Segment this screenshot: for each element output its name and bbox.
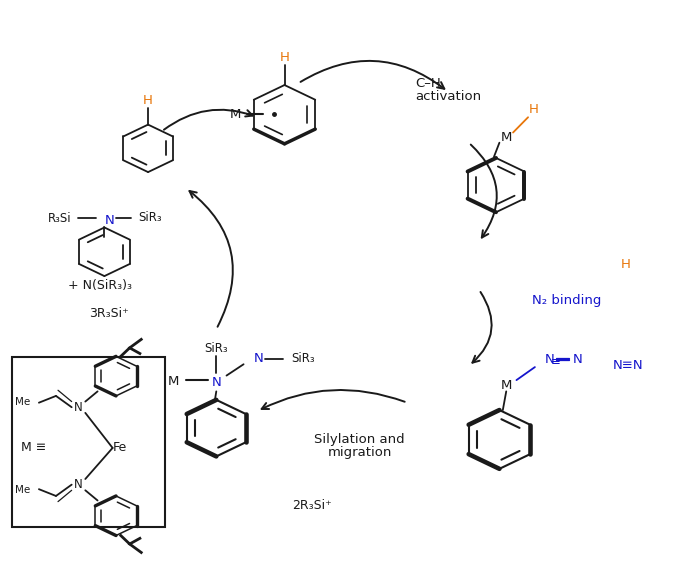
Text: H: H [529,103,538,116]
Text: M: M [501,131,512,144]
Text: H: H [143,94,153,107]
Text: M: M [167,375,179,388]
Text: N: N [74,478,83,491]
Text: Silylation and: Silylation and [314,433,405,446]
Text: N: N [573,353,583,366]
Text: SiR₃: SiR₃ [291,352,315,365]
FancyArrowPatch shape [471,145,497,237]
Text: Me: Me [15,396,30,407]
Text: N: N [212,377,221,390]
Text: H: H [621,258,631,271]
Text: N: N [545,353,555,366]
Text: Me: Me [15,485,30,495]
Text: Fe: Fe [112,441,127,454]
Text: SiR₃: SiR₃ [205,342,228,355]
Bar [12,357,165,527]
Text: ≡: ≡ [551,355,560,368]
FancyArrowPatch shape [473,292,492,363]
Text: R₃Si: R₃Si [48,212,72,225]
Text: 2R₃Si⁺: 2R₃Si⁺ [292,499,332,512]
Text: M ≡: M ≡ [21,441,47,454]
Text: M: M [230,108,241,121]
Text: N₂ binding: N₂ binding [532,294,601,307]
Text: M: M [501,379,512,392]
FancyArrowPatch shape [164,110,253,130]
Text: 3R₃Si⁺: 3R₃Si⁺ [89,307,129,320]
Text: N: N [104,214,114,227]
Text: N: N [74,400,83,414]
Text: migration: migration [327,446,392,459]
Text: + N(SiR₃)₃: + N(SiR₃)₃ [68,279,132,292]
Text: N: N [254,352,264,365]
Text: activation: activation [416,90,482,103]
FancyArrowPatch shape [301,61,445,89]
FancyArrowPatch shape [190,191,233,327]
FancyArrowPatch shape [262,390,405,409]
Text: C–H: C–H [416,77,441,90]
Text: N≡N: N≡N [612,360,643,373]
Text: H: H [279,52,290,64]
Text: SiR₃: SiR₃ [138,211,162,224]
